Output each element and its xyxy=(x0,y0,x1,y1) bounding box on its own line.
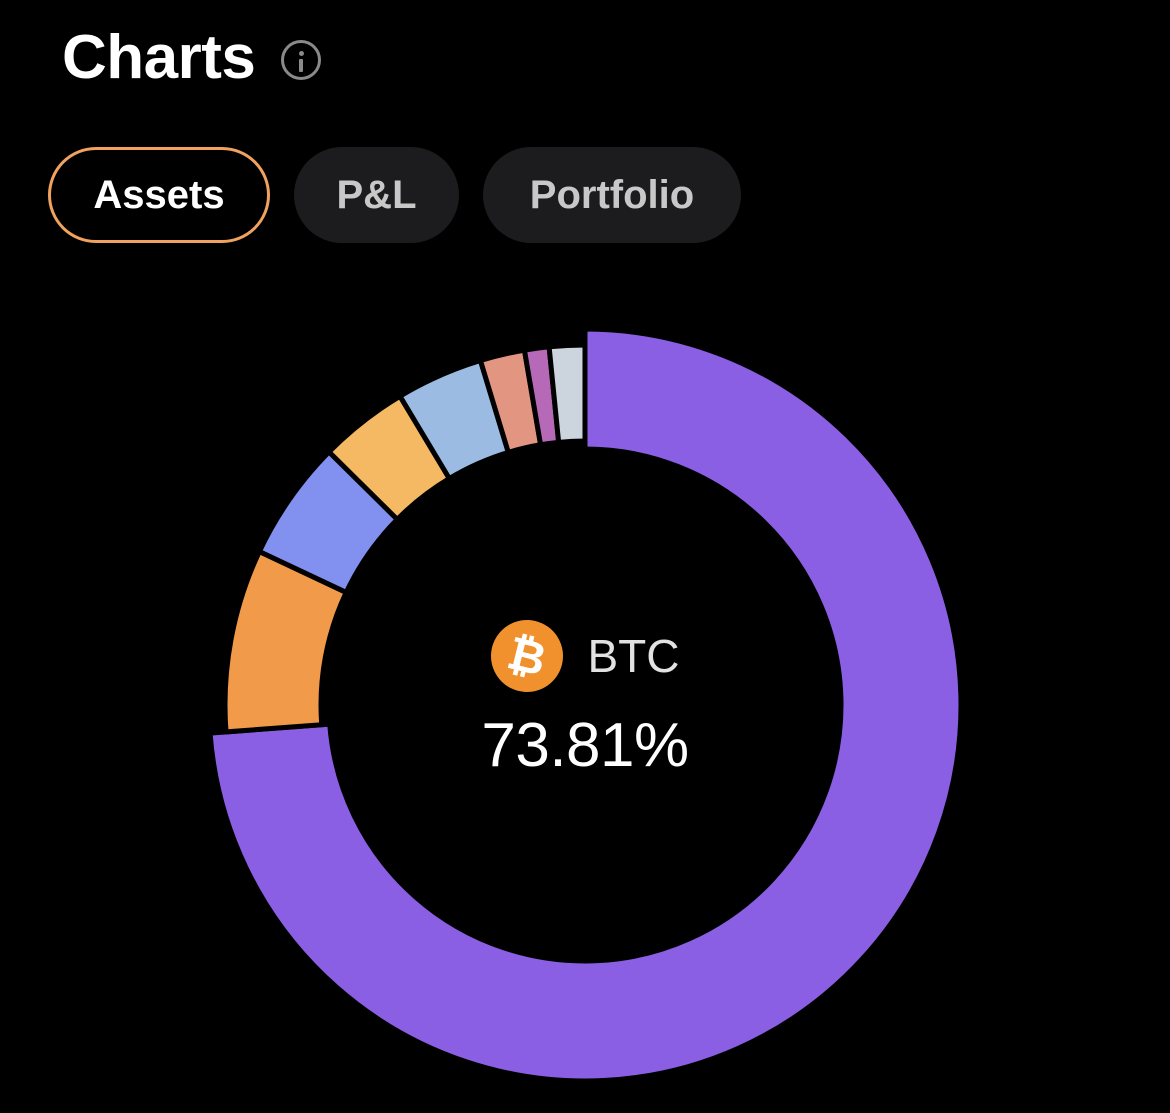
info-icon-stem xyxy=(299,59,304,72)
donut-slice-7[interactable] xyxy=(546,342,588,446)
asset-row: ₿ BTC xyxy=(385,612,785,700)
tab-pnl[interactable]: P&L xyxy=(294,147,459,243)
info-icon[interactable] xyxy=(281,40,322,80)
chart-tabs: Assets P&L Portfolio xyxy=(48,147,741,243)
info-icon-dot xyxy=(298,51,304,56)
tab-portfolio[interactable]: Portfolio xyxy=(483,147,741,243)
bitcoin-icon: ₿ xyxy=(482,612,571,700)
tab-assets[interactable]: Assets xyxy=(48,147,270,243)
donut-slice-0[interactable] xyxy=(207,326,964,1084)
selected-asset: ₿ BTC 73.81% xyxy=(385,612,785,781)
asset-percent: 73.81% xyxy=(481,711,689,780)
page-title: Charts xyxy=(62,23,256,92)
header: Charts xyxy=(62,20,322,96)
asset-symbol: BTC xyxy=(587,630,680,682)
